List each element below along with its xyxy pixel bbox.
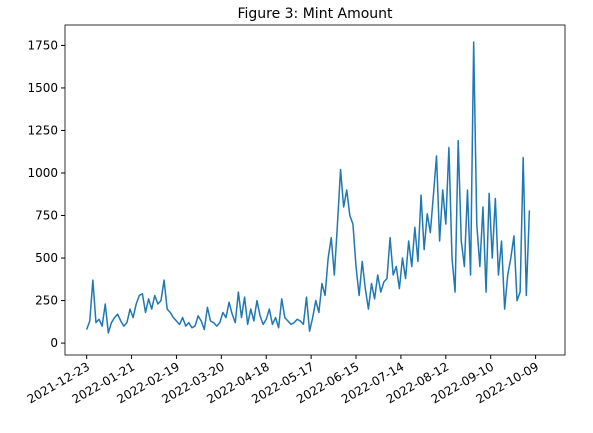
plot-frame: [64, 24, 566, 356]
y-tick-label: 1500: [27, 81, 58, 95]
y-tick-label: 0: [50, 336, 58, 350]
y-tick-label: 1250: [27, 123, 58, 137]
y-tick-label: 1000: [27, 166, 58, 180]
y-tick-label: 500: [35, 251, 58, 265]
y-tick-label: 250: [35, 294, 58, 308]
y-tick-label: 1750: [27, 38, 58, 52]
line: [85, 41, 531, 334]
y-tick-label: 750: [35, 209, 58, 223]
chart-title: Figure 3: Mint Amount: [237, 6, 393, 22]
